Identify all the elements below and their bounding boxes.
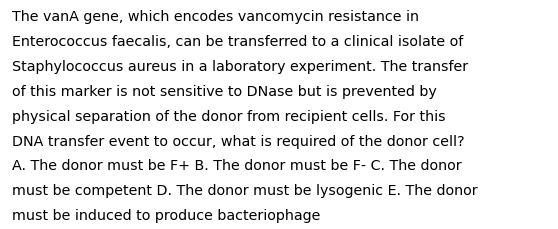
Text: The vanA gene, which encodes vancomycin resistance in: The vanA gene, which encodes vancomycin … [12,10,419,24]
Text: DNA transfer event to occur, what is required of the donor cell?: DNA transfer event to occur, what is req… [12,134,465,148]
Text: A. The donor must be F+ B. The donor must be F- C. The donor: A. The donor must be F+ B. The donor mus… [12,159,462,173]
Text: must be induced to produce bacteriophage: must be induced to produce bacteriophage [12,208,321,222]
Text: Staphylococcus aureus in a laboratory experiment. The transfer: Staphylococcus aureus in a laboratory ex… [12,60,468,74]
Text: physical separation of the donor from recipient cells. For this: physical separation of the donor from re… [12,109,446,123]
Text: Enterococcus faecalis, can be transferred to a clinical isolate of: Enterococcus faecalis, can be transferre… [12,35,464,49]
Text: of this marker is not sensitive to DNase but is prevented by: of this marker is not sensitive to DNase… [12,85,437,98]
Text: must be competent D. The donor must be lysogenic E. The donor: must be competent D. The donor must be l… [12,183,478,197]
